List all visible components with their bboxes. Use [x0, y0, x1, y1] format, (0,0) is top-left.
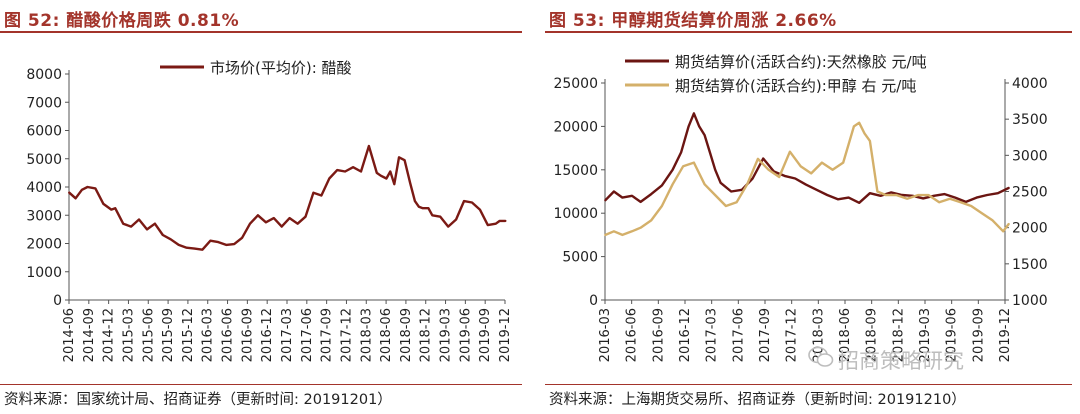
x-tick-label: 2018-03 [359, 308, 374, 362]
x-tick-label: 2014-12 [102, 308, 117, 362]
right-panel: 图 53: 甲醇期货结算价周涨 2.66% 0 5000 10000 15000 200… [545, 0, 1080, 414]
y2-tick-label: 4000 [1012, 76, 1048, 92]
x-tick-label: 2016-12 [678, 308, 693, 362]
y2-tick-label: 3000 [1012, 148, 1048, 164]
left-chart: 0 1000 2000 3000 4000 5000 6000 7000 8000 2014-06… [26, 59, 513, 362]
x-tick-label: 2019-03 [439, 308, 454, 362]
y-tick-label: 20000 [553, 119, 598, 135]
x-tick-label: 2018-09 [865, 308, 880, 362]
x-tick-label: 2015-03 [121, 308, 136, 362]
y-tick-label: 6000 [26, 124, 62, 140]
x-tick-label: 2017-06 [731, 308, 746, 362]
x-tick-label: 2019-12 [998, 308, 1013, 362]
x-tick-label: 2015-06 [141, 308, 156, 362]
watermark-text: 招商策略研究 [838, 349, 964, 373]
x-tick-label: 2014-06 [62, 308, 77, 362]
y-tick-label: 5000 [562, 250, 598, 266]
x-tick-label: 2018-06 [379, 308, 394, 362]
y-tick-label: 25000 [553, 76, 598, 92]
x-tick-label: 2015-12 [181, 308, 196, 362]
x-tick-label: 2019-12 [498, 308, 513, 362]
y2-tick-label: 1500 [1012, 257, 1048, 273]
x-tick-label: 2015-09 [161, 308, 176, 362]
x-tick-label: 2019-06 [458, 308, 473, 362]
x-tick-label: 2014-09 [82, 308, 97, 362]
x-tick-label: 2017-09 [320, 308, 335, 362]
x-tick-label: 2017-09 [758, 308, 773, 362]
series-line-1 [68, 144, 507, 251]
right-source-rule [545, 384, 1072, 385]
y-tick-label: 0 [589, 293, 598, 309]
y-tick-label: 10000 [553, 206, 598, 222]
x-tick-label: 2018-09 [399, 308, 414, 362]
x-tick-label: 2019-06 [945, 308, 960, 362]
y-tick-label: 3000 [26, 208, 62, 224]
x-tick-label: 2016-06 [221, 308, 236, 362]
right-source-note: 资料来源：上海期货交易所、招商证券（更新时间: 20191210） [549, 392, 966, 408]
series-line-2 [604, 121, 1010, 237]
x-tick-label: 2017-12 [785, 308, 800, 362]
x-tick-label: 2016-03 [201, 308, 216, 362]
y-tick-label: 1000 [26, 265, 62, 281]
y-tick-label: 7000 [26, 95, 62, 111]
x-tick-label: 2019-03 [918, 308, 933, 362]
x-tick-label: 2019-09 [478, 308, 493, 362]
x-tick-label: 2016-03 [598, 308, 613, 362]
x-tick-label: 2018-12 [419, 308, 434, 362]
right-chart-title: 图 53: 甲醇期货结算价周涨 2.66% [549, 11, 837, 31]
left-title-rule [0, 31, 522, 33]
y-tick-label: 4000 [26, 180, 62, 196]
left-source-note: 资料来源：国家统计局、招商证券（更新时间: 20191201） [4, 392, 392, 408]
y2-tick-label: 1000 [1012, 293, 1048, 309]
x-tick-label: 2017-12 [339, 308, 354, 362]
x-tick-label: 2018-12 [891, 308, 906, 362]
y2-tick-label: 2000 [1012, 221, 1048, 237]
left-chart-title: 图 52: 醋酸价格周跌 0.81% [4, 11, 240, 31]
legend-label: 期货结算价(活跃合约):甲醇 右 元/吨 [675, 77, 916, 95]
right-title-rule [545, 31, 1072, 33]
x-tick-label: 2017-03 [280, 308, 295, 362]
legend-label: 期货结算价(活跃合约):天然橡胶 元/吨 [675, 53, 927, 71]
y-tick-label: 5000 [26, 152, 62, 168]
x-tick-label: 2016-09 [651, 308, 666, 362]
left-panel: 图 52: 醋酸价格周跌 0.81% 0 1000 2000 3000 4000 5000… [0, 0, 530, 414]
left-source-rule [0, 384, 522, 385]
y-tick-label: 2000 [26, 237, 62, 253]
wechat-logo-icon [808, 346, 834, 367]
x-tick-label: 2017-06 [300, 308, 315, 362]
x-tick-label: 2016-09 [240, 308, 255, 362]
x-tick-label: 2017-03 [705, 308, 720, 362]
y2-tick-label: 2500 [1012, 185, 1048, 201]
y-tick-label: 15000 [553, 163, 598, 179]
x-tick-label: 2016-12 [260, 308, 275, 362]
x-tick-label: 2019-09 [971, 308, 986, 362]
right-chart: 0 5000 10000 15000 20000 25000 1000 1500 2000 250… [553, 53, 1048, 362]
x-tick-label: 2018-06 [838, 308, 853, 362]
series-line-1 [604, 112, 1010, 205]
y2-tick-label: 3500 [1012, 112, 1048, 128]
x-tick-label: 2016-06 [625, 308, 640, 362]
legend-label: 市场价(平均价): 醋酸 [210, 59, 352, 77]
y-tick-label: 8000 [26, 67, 62, 83]
y-tick-label: 0 [53, 293, 62, 309]
